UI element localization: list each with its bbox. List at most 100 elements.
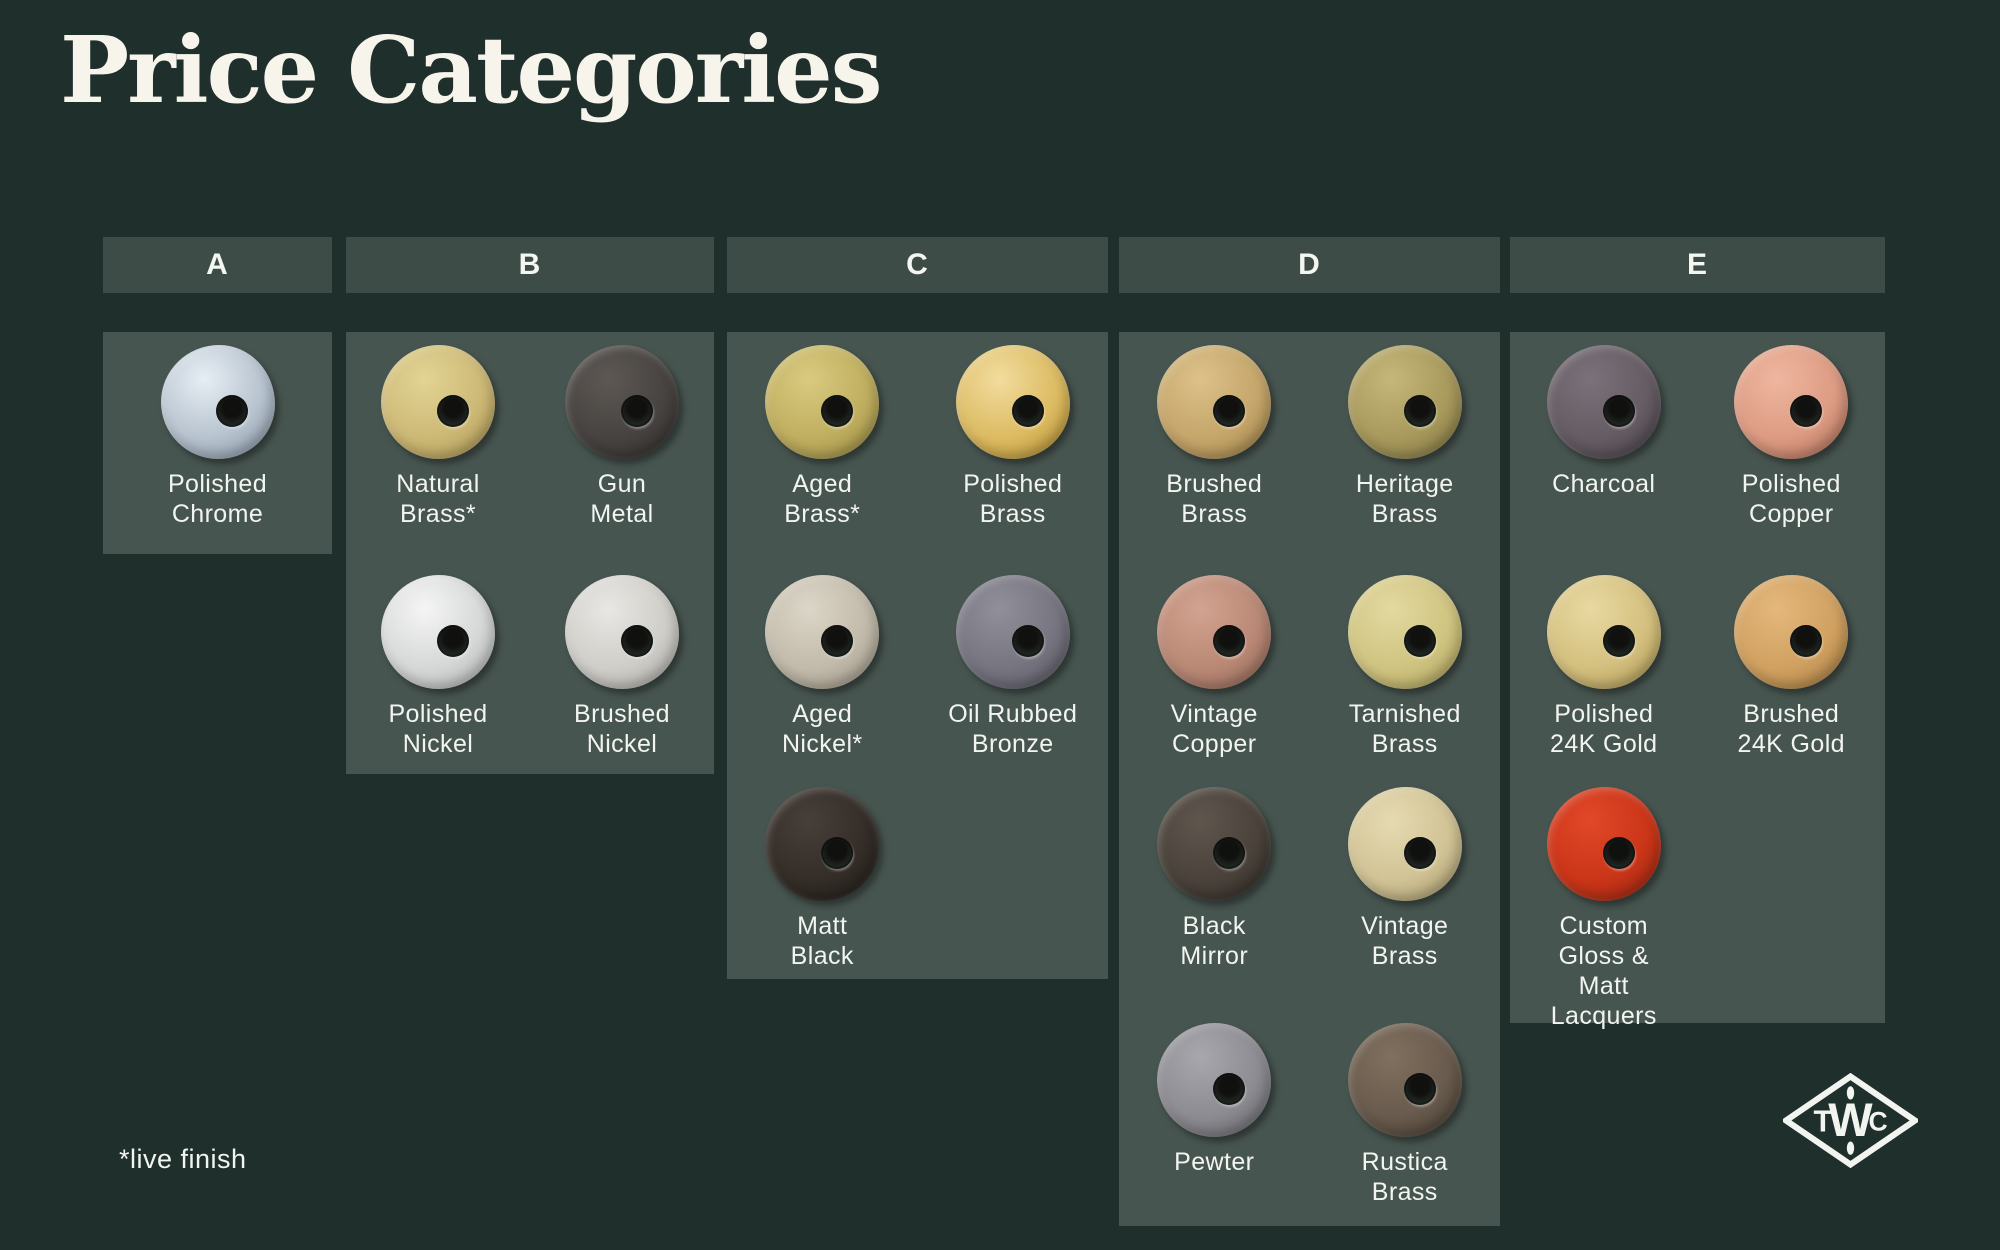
finish-label: Aged Nickel* <box>782 699 863 759</box>
finish-brushed-nickel: Brushed Nickel <box>530 575 714 759</box>
finish-vintage-copper: Vintage Copper <box>1119 575 1310 759</box>
page-title: Price Categories <box>60 16 882 124</box>
finish-label-line: Polished <box>167 470 268 498</box>
finish-label-line: Bronze <box>971 730 1054 758</box>
finish-swatch-disc <box>1347 1023 1462 1137</box>
finish-label-line: Gloss & <box>1558 942 1649 970</box>
twc-logo: T W C <box>1783 1073 1918 1168</box>
finish-aged-brass: Aged Brass* <box>727 345 918 529</box>
finish-black-mirror: Black Mirror <box>1119 787 1310 971</box>
category-header-c: C <box>727 237 1108 293</box>
finish-label-line: Copper <box>1172 730 1257 758</box>
finish-label-line: Polished <box>388 700 488 728</box>
finish-label-line: Aged <box>792 700 853 728</box>
finish-swatch-disc <box>1157 1023 1272 1137</box>
finish-label: Oil Rubbed Bronze <box>948 699 1077 759</box>
disc-hole <box>1213 625 1246 658</box>
finish-label-line: Vintage <box>1361 912 1449 940</box>
disc-hole <box>1213 395 1246 428</box>
finish-label: Rustica Brass <box>1362 1147 1448 1207</box>
finish-label: Polished Chrome <box>168 469 267 529</box>
finish-swatch-disc <box>1347 575 1462 689</box>
disc-hole <box>436 395 469 428</box>
finish-label-line: Brass <box>979 500 1046 528</box>
finish-polished-copper: Polished Copper <box>1698 345 1886 529</box>
disc-hole <box>1602 395 1635 428</box>
finish-label-line: Heritage <box>1355 470 1454 498</box>
finish-polished-chrome: Polished Chrome <box>103 345 332 529</box>
finish-label-line: 24K Gold <box>1550 730 1658 758</box>
finish-label: Polished Nickel <box>388 699 487 759</box>
finish-label-line: Oil Rubbed <box>948 700 1078 728</box>
finish-swatch-disc <box>1157 787 1272 901</box>
logo-top-dot <box>1846 1086 1855 1100</box>
finish-polished-brass: Polished Brass <box>918 345 1109 529</box>
finish-swatch-disc <box>955 575 1070 689</box>
finish-label-line: Brass* <box>399 500 477 528</box>
finish-swatch-disc <box>1546 787 1661 901</box>
finish-label-line: Brushed <box>1166 470 1263 498</box>
disc-hole <box>821 837 854 870</box>
finish-rustica-brass: Rustica Brass <box>1310 1023 1501 1207</box>
finish-label-line: Nickel <box>586 730 658 758</box>
finish-swatch-disc <box>1546 575 1661 689</box>
category-header-d: D <box>1119 237 1500 293</box>
finish-label-line: Nickel <box>402 730 474 758</box>
disc-hole <box>1011 395 1044 428</box>
finish-label-line: Custom <box>1559 912 1649 940</box>
finish-label-line: Polished <box>1554 700 1654 728</box>
disc-hole <box>1602 837 1635 870</box>
finish-label-line: Polished <box>1741 470 1841 498</box>
finish-label: Natural Brass* <box>396 469 479 529</box>
disc-hole <box>1011 625 1044 658</box>
finish-label-line: Brass <box>1371 730 1438 758</box>
finish-label-line: Polished <box>963 470 1063 498</box>
finish-label-line: Brass <box>1181 500 1248 528</box>
finish-label: Polished 24K Gold <box>1550 699 1657 759</box>
finish-label-line: Brushed <box>1743 700 1840 728</box>
disc-hole <box>216 395 249 428</box>
finish-label-line: Gun <box>597 470 647 498</box>
finish-label-line: Lacquers <box>1550 1002 1657 1030</box>
finish-polished-nickel: Polished Nickel <box>346 575 530 759</box>
logo-letter-t: T <box>1814 1104 1833 1139</box>
finish-swatch-disc <box>565 575 679 689</box>
finish-swatch-disc <box>1734 575 1849 689</box>
finish-swatch-disc <box>1157 345 1272 459</box>
finish-natural-brass: Natural Brass* <box>346 345 530 529</box>
category-header-b: B <box>346 237 714 293</box>
finish-label: Polished Brass <box>963 469 1062 529</box>
finish-gun-metal: Gun Metal <box>530 345 714 529</box>
finish-matt-black: Matt Black <box>727 787 918 971</box>
category-panel-e: Charcoal Polished Copper Polished 24K Gold Br… <box>1510 332 1886 1030</box>
category-column-d: D Brushed Brass Heritage Brass Vintage Copper T… <box>1119 237 1500 1226</box>
finish-label: Charcoal <box>1552 469 1655 499</box>
finish-aged-nickel: Aged Nickel* <box>727 575 918 759</box>
finish-label-line: Pewter <box>1174 1148 1255 1176</box>
disc-hole <box>436 625 469 658</box>
finish-label-line: Brass <box>1371 500 1438 528</box>
finish-label-line: Mirror <box>1180 942 1249 970</box>
finish-swatch-disc <box>955 345 1070 459</box>
finish-swatch-disc <box>381 575 495 689</box>
finish-label-line: Brass <box>1371 942 1438 970</box>
category-column-a: A Polished Chrome <box>103 237 332 554</box>
finish-label: Tarnished Brass <box>1349 699 1461 759</box>
finish-swatch-disc <box>381 345 495 459</box>
finish-tarnished-brass: Tarnished Brass <box>1310 575 1501 759</box>
logo-letter-w: W <box>1828 1093 1873 1146</box>
finish-heritage-brass: Heritage Brass <box>1310 345 1501 529</box>
finish-label-line: Nickel* <box>781 730 863 758</box>
finish-swatch-disc <box>565 345 679 459</box>
logo-diamond-outline <box>1783 1073 1918 1168</box>
finish-brushed-brass: Brushed Brass <box>1119 345 1310 529</box>
finish-label-line: Charcoal <box>1552 470 1656 498</box>
finish-swatch-disc <box>765 787 880 901</box>
category-header-a: A <box>103 237 332 293</box>
finish-label-line: Brass* <box>784 500 861 528</box>
finish-swatch-disc <box>160 345 275 459</box>
finish-label: Vintage Brass <box>1361 911 1448 971</box>
finish-label-line: Copper <box>1749 500 1834 528</box>
category-header-e: E <box>1510 237 1885 293</box>
finish-label-line: Brushed <box>574 700 670 728</box>
